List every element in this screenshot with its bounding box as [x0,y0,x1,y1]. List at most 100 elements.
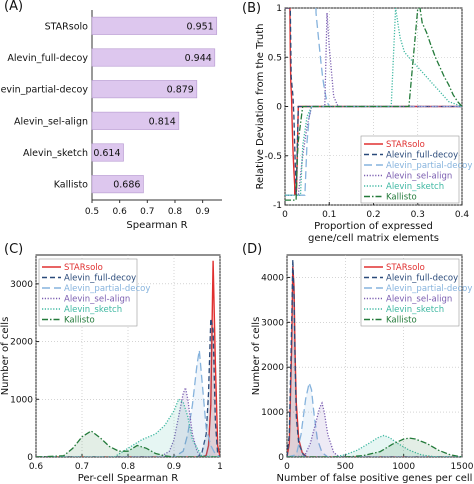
legend: STARsoloAlevin_full-decoyAlevin_partial-… [38,258,150,327]
legend-label: STARsolo [386,263,425,273]
series-line [285,12,462,196]
bar [91,16,218,35]
x-tick-label: 0.6 [112,207,127,217]
legend-label: Alevin_sketch [386,182,444,192]
category-label: Alevin_full-decoy [7,53,88,64]
legend: STARsoloAlevin_full-decoyAlevin_partial-… [360,135,472,204]
y-tick-label: 0 [278,453,284,463]
series-line [287,401,462,457]
legend-label: Alevin_sketch [64,305,122,315]
y-tick-label: 1 [276,4,282,14]
legend-label: STARsolo [386,140,425,150]
x-tick-label: 0.5 [85,207,99,217]
series-line [287,434,462,457]
plot-area [36,260,220,457]
legend-label: Alevin_full-decoy [386,274,458,284]
panel-label: (A) [4,0,23,14]
y-tick-label: 2000 [261,363,284,373]
x-tick-label: 0.9 [195,207,210,217]
y-axis-title: Number of cells [0,317,11,396]
x-tick-label: 0.9 [167,462,182,472]
category-label: STARsolo [45,21,89,32]
series-fill [36,399,220,457]
legend-label: Alevin_sel-align [64,295,130,305]
panel-B: (B) 0 0.1 0.2 0.3 0.4 -1 -0.5 0 0.5 1 Proportion of… [242,1,472,244]
x-tick-label: 0.4 [455,210,470,220]
panel-D: (D) 0 500 1000 1500 0 1000 2000 3000 4000 Number o… [242,242,474,484]
legend-label: Alevin_sel-align [386,295,452,305]
x-tick-label: 0.2 [366,210,380,220]
x-tick-label: 0.7 [140,207,154,217]
legend-label: STARsolo [64,263,103,273]
value-label: 0.944 [185,53,212,64]
series-line [36,385,220,457]
y-tick-label: -1 [273,201,282,211]
y-tick-label: 1000 [10,395,33,405]
y-tick-label: 3000 [10,280,33,290]
panel-C: (C) 0.6 0.7 0.8 0.9 1 0 1000 2000 3000 Per-cell Sp… [0,242,223,484]
legend-label: Kallisto [386,316,417,326]
y-axis-title: Number of cells [251,317,262,396]
series-line [287,380,462,457]
series-fill [36,387,220,457]
plot-area [287,259,462,457]
value-label: 0.614 [93,148,120,159]
x-tick-label: 1 [217,462,223,472]
legend-label: Alevin_partial-decoy [64,284,150,294]
x-tick-label: 0 [284,462,290,472]
x-axis-title: Number of false positive genes per cell [277,473,473,484]
x-axis-title: Spearman R [126,220,187,231]
series-line [285,8,462,196]
legend-label: Alevin_sketch [386,305,444,315]
series-fill [287,435,462,457]
series-line [285,8,462,196]
series-line [36,350,220,457]
x-tick-label: 0.8 [168,207,183,217]
series-line [36,430,220,457]
x-tick-label: 1500 [451,462,474,472]
value-label: 0.879 [167,85,194,96]
y-tick-label: 1000 [261,408,284,418]
series-fill [287,438,462,457]
panel-label: (B) [242,1,261,16]
series-fill [36,431,220,457]
x-axis-title: Per-cell Spearman R [78,473,179,484]
x-axis-title: Proportion of expressed [314,221,433,232]
category-label: Alevin_sel-align [14,116,88,127]
x-tick-label: 0.7 [75,462,89,472]
legend: STARsoloAlevin_full-decoyAlevin_partial-… [360,258,472,327]
y-tick-label: 0 [276,103,282,113]
legend-label: Alevin_full-decoy [386,151,458,161]
legend-box [360,258,460,327]
series-fill [36,350,220,457]
legend-label: Alevin_partial-decoy [386,284,472,294]
legend-box [360,135,460,204]
x-tick-label: 0.8 [121,462,136,472]
series-line [287,437,462,457]
panel-label: (C) [4,242,23,257]
value-label: 0.686 [113,180,140,191]
category-label: Alevin_sketch [23,148,88,159]
bar [91,175,144,194]
bar [91,48,216,67]
series-line [287,259,462,457]
value-label: 0.951 [187,21,214,32]
x-tick-label: 0.1 [322,210,336,220]
category-label: Kallisto [54,180,88,191]
series-line [285,8,462,201]
panel-A: (A) STARsolo 0.951 Alevin_full-decoy 0.944 Al… [0,0,222,231]
y-tick-label: 0.5 [268,53,282,63]
plot-area [285,8,462,201]
y-axis-title: Relative Deviation from the Truth [255,24,266,190]
x-tick-label: 0 [282,210,288,220]
x-tick-label: 500 [337,462,354,472]
bar [91,111,180,130]
y-tick-label: -0.5 [264,152,282,162]
panel-label: (D) [242,242,262,257]
series-line [36,318,220,457]
legend-label: Alevin_sel-align [386,172,452,182]
legend-label: Kallisto [64,316,95,326]
legend-label: Alevin_full-decoy [64,274,136,284]
bar [91,80,198,99]
